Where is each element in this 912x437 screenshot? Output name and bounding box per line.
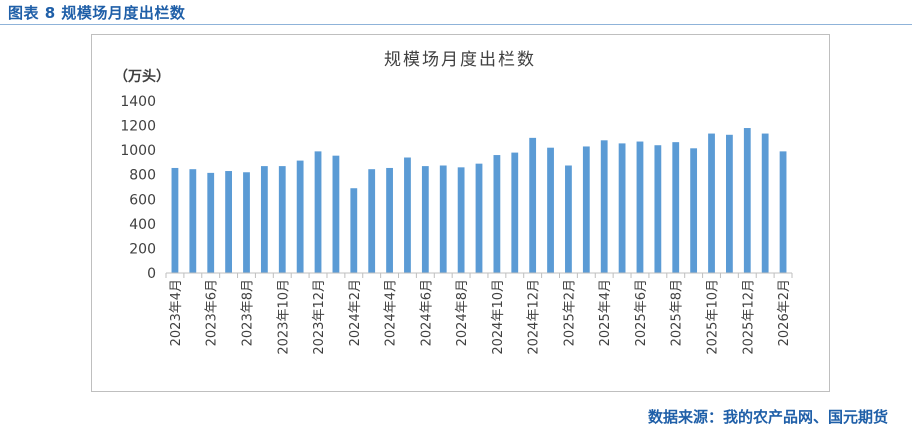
bar-2024年7月: [439, 165, 447, 273]
figure-caption: 图表 8 规模场月度出栏数: [8, 4, 186, 22]
x-tick-label: 2025年8月: [670, 279, 685, 346]
x-tick-label: 2025年12月: [741, 279, 756, 355]
bar-2026年1月: [761, 133, 769, 273]
source-note: 数据来源：我的农产品网、国元期货: [647, 408, 888, 426]
y-tick-label: 800: [129, 168, 156, 184]
y-tick-label: 400: [129, 217, 156, 233]
x-tick-label: 2025年2月: [562, 279, 577, 346]
x-axis-ticks: 2023年4月 2023年6月 2023年8月 2023年10月 2023年12月 202…: [165, 273, 793, 355]
bar-2025年9月: [690, 148, 698, 273]
x-tick-label: 2023年4月: [169, 279, 184, 346]
y-tick-label: 600: [129, 192, 156, 208]
bar-2024年1月: [332, 155, 340, 273]
y-tick-label: 0: [147, 266, 156, 282]
bar-2023年10月: [278, 166, 286, 273]
x-tick-label: 2023年6月: [205, 279, 220, 346]
bar-2024年10月: [493, 155, 501, 273]
y-tick-label: 1400: [120, 94, 156, 110]
bar-2024年8月: [457, 167, 465, 273]
bar-2024年6月: [421, 166, 429, 273]
x-tick-label: 2023年10月: [276, 279, 291, 355]
x-tick-label: 2024年8月: [455, 279, 470, 346]
bar-2024年9月: [475, 163, 483, 273]
bar-2024年5月: [404, 157, 411, 273]
bar-2024年4月: [386, 167, 393, 273]
bar-2023年9月: [260, 166, 268, 273]
bar-2025年1月: [547, 147, 554, 273]
bar-2025年3月: [582, 146, 590, 273]
bar-2025年8月: [672, 142, 680, 273]
chart-frame: 规模场月度出栏数 （万头） 0 200 400 600 800 1000 1200 1400 …: [91, 34, 830, 392]
bar-2025年4月: [600, 140, 608, 273]
x-tick-label: 2025年4月: [598, 279, 613, 346]
x-tick-label: 2024年6月: [419, 279, 434, 346]
caption-divider: [0, 24, 912, 25]
y-tick-label: 1000: [120, 143, 156, 159]
x-tick-label: 2024年10月: [491, 279, 506, 355]
bar-2024年3月: [368, 169, 376, 273]
bar-2023年12月: [314, 151, 322, 273]
bar-2023年8月: [243, 172, 250, 273]
x-tick-label: 2025年10月: [706, 279, 721, 355]
bar-2025年12月: [743, 128, 751, 273]
x-tick-label: 2024年12月: [527, 279, 542, 355]
x-tick-label: 2026年2月: [777, 279, 792, 346]
bar-2025年10月: [708, 133, 715, 273]
bar-2025年6月: [636, 141, 644, 273]
bar-2023年7月: [225, 171, 232, 273]
bar-2023年4月: [171, 167, 179, 273]
y-tick-label: 1200: [120, 119, 156, 135]
bar-series: [171, 128, 787, 273]
x-tick-label: 2023年12月: [312, 279, 327, 355]
y-tick-label: 200: [129, 241, 156, 257]
bar-2024年12月: [529, 137, 537, 273]
bar-chart: 规模场月度出栏数 （万头） 0200400600800100012001400 …: [114, 50, 793, 355]
x-tick-label: 2024年4月: [384, 279, 399, 346]
x-tick-label: 2024年2月: [348, 279, 363, 346]
bar-2023年11月: [296, 160, 304, 273]
bar-2026年2月: [779, 151, 787, 273]
bar-2024年11月: [511, 152, 519, 273]
bar-2025年11月: [726, 134, 733, 273]
bar-2025年7月: [654, 145, 662, 273]
y-axis-ticks: 0 200 400 600 800 1000 1200 1400: [120, 94, 156, 282]
bar-2025年2月: [565, 165, 572, 273]
y-axis-label: （万头）: [114, 68, 170, 85]
bar-2025年5月: [618, 143, 626, 273]
bar-2023年5月: [189, 169, 197, 273]
x-tick-label: 2025年6月: [634, 279, 649, 346]
bar-2023年6月: [207, 172, 215, 273]
bar-2024年2月: [350, 188, 358, 273]
chart-title: 规模场月度出栏数: [384, 50, 536, 70]
x-tick-label: 2023年8月: [241, 279, 256, 346]
